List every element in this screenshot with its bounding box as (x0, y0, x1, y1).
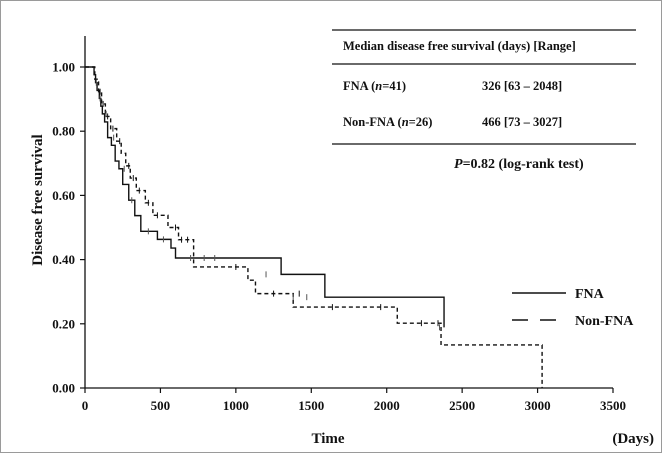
table-row-fna-group: FNA (n=41) (343, 79, 406, 93)
y-tick-label: 1.00 (52, 60, 75, 75)
median-table: Median disease free survival (days) [Ran… (332, 29, 636, 145)
series-fna-line (85, 66, 445, 328)
axes (80, 36, 614, 393)
x-tick-label: 2500 (449, 398, 475, 413)
x-axis-unit: (Days) (612, 431, 654, 447)
y-tick-label: 0.20 (52, 316, 75, 331)
y-tick-label: 0.00 (52, 381, 75, 396)
legend-nonfna-label: Non-FNA (575, 314, 634, 329)
x-tick-label: 1000 (223, 398, 249, 413)
legend: FNA Non-FNA (512, 287, 634, 329)
y-axis-label: Disease free survival (30, 134, 46, 265)
y-tick-label: 0.40 (52, 252, 75, 267)
x-tick-label: 2000 (374, 398, 400, 413)
x-tick-label: 0 (82, 398, 89, 413)
x-tick-label: 3000 (525, 398, 551, 413)
y-tick-label: 0.60 (52, 188, 75, 203)
x-tick-label: 1500 (298, 398, 324, 413)
table-row-fna-value: 326 [63 – 2048] (482, 79, 562, 93)
y-tick-label: 0.80 (52, 124, 75, 139)
series-non-fna-line (85, 66, 543, 388)
x-tick-label: 500 (151, 398, 171, 413)
legend-fna-label: FNA (575, 287, 605, 302)
curves (85, 66, 543, 388)
table-title: Median disease free survival (days) [Ran… (343, 39, 576, 53)
table-row-nonfna-value: 466 [73 – 3027] (482, 115, 562, 129)
table-row-nonfna-group: Non-FNA (n=26) (343, 115, 432, 129)
x-axis-label: Time (311, 431, 344, 447)
p-value-annotation: P=0.82 (log-rank test) (454, 157, 584, 172)
tick-labels: 0.00 0.20 0.40 0.60 0.80 1.00 0 500 1000 1500 2000… (52, 60, 626, 414)
x-tick-label: 3500 (600, 398, 626, 413)
censor-marks (95, 79, 441, 331)
